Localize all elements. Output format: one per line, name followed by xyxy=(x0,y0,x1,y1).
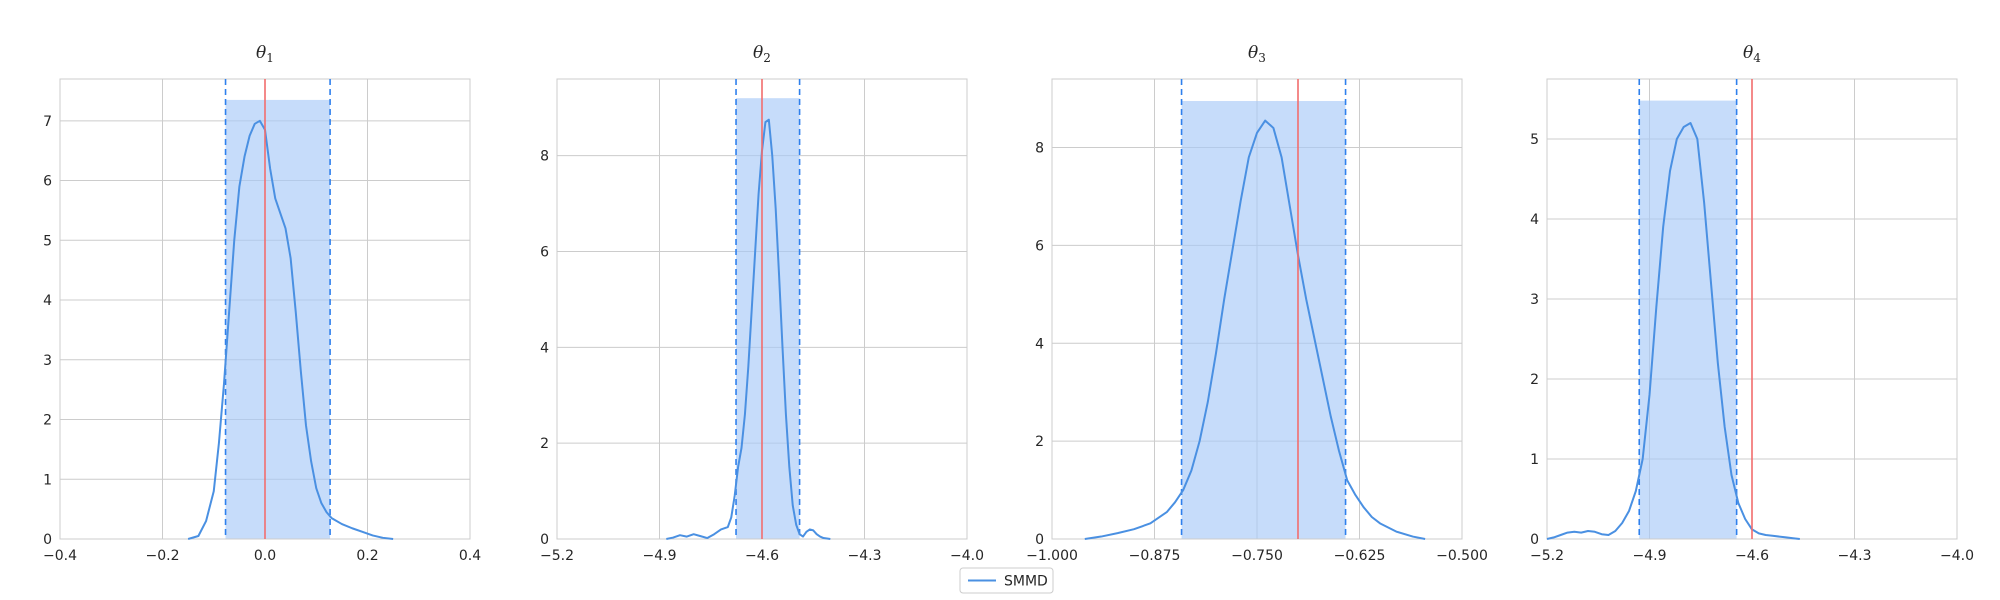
x-tick-label: −4.6 xyxy=(1735,548,1769,564)
panel-title-subscript: 2 xyxy=(763,51,771,65)
y-tick-label: 3 xyxy=(1530,292,1539,308)
panel-title: θ2 xyxy=(753,43,771,65)
y-tick-label: 6 xyxy=(540,245,549,261)
y-tick-label: 4 xyxy=(43,293,52,309)
y-tick-label: 2 xyxy=(43,413,52,429)
panel-title: θ3 xyxy=(1248,43,1266,65)
y-tick-label: 4 xyxy=(1530,212,1539,228)
kde-curve xyxy=(666,118,831,540)
x-tick-label: −4.3 xyxy=(1838,548,1872,564)
x-tick-label: −1.000 xyxy=(1026,548,1078,564)
panel-3: −1.000 −0.875 −0.750 −0.625 −0.500 0 2 4 6 8 θ3 xyxy=(1026,43,1488,564)
x-tick-label: 0.2 xyxy=(356,548,378,564)
panel-title-symbol: θ xyxy=(1743,43,1753,63)
x-tick-label: −4.9 xyxy=(643,548,677,564)
legend: SMMD xyxy=(959,567,1054,594)
x-tick-label: −5.2 xyxy=(540,548,574,564)
kde-curve xyxy=(1084,119,1426,540)
legend-frame xyxy=(959,567,1054,594)
y-tick-label: 4 xyxy=(540,340,549,356)
y-tick-label: 7 xyxy=(43,114,52,130)
y-tick-label: 2 xyxy=(1530,372,1539,388)
interval-band xyxy=(1181,101,1346,540)
x-tick-label: 0.4 xyxy=(459,548,481,564)
y-tick-label: 0 xyxy=(1530,532,1539,548)
x-tick-label: 0.0 xyxy=(254,548,276,564)
x-tick-label: −4.9 xyxy=(1633,548,1667,564)
panel-title-subscript: 4 xyxy=(1753,51,1761,65)
y-tick-label: 4 xyxy=(1035,336,1044,352)
panel-title-symbol: θ xyxy=(753,43,763,63)
y-tick-label: 6 xyxy=(43,174,52,190)
y-tick-label: 8 xyxy=(540,149,549,165)
y-tick-label: 0 xyxy=(43,532,52,548)
y-tick-label: 0 xyxy=(1035,532,1044,548)
x-tick-label: −4.6 xyxy=(745,548,779,564)
interval-band xyxy=(225,99,331,539)
kde-curve xyxy=(187,119,394,540)
panel-title: θ4 xyxy=(1743,43,1761,65)
panel-title-symbol: θ xyxy=(256,43,266,63)
legend-label: SMMD xyxy=(1004,574,1048,590)
x-tick-label: −0.4 xyxy=(43,548,77,564)
x-tick-label: −0.750 xyxy=(1231,548,1283,564)
x-tick-label: −4.3 xyxy=(848,548,882,564)
y-tick-label: 0 xyxy=(540,532,549,548)
y-tick-label: 2 xyxy=(1035,434,1044,450)
x-tick-label: −4.0 xyxy=(1940,548,1974,564)
y-tick-label: 2 xyxy=(540,436,549,452)
kde-curve xyxy=(1546,122,1800,540)
x-tick-label: −0.500 xyxy=(1436,548,1488,564)
x-tick-label: −0.875 xyxy=(1129,548,1181,564)
x-tick-label: −5.2 xyxy=(1530,548,1564,564)
interval-band xyxy=(1639,100,1737,539)
x-tick-label: −0.625 xyxy=(1334,548,1386,564)
x-tick-label: −4.0 xyxy=(950,548,984,564)
y-tick-label: 5 xyxy=(43,233,52,249)
panel-title-subscript: 3 xyxy=(1258,51,1266,65)
y-tick-label: 5 xyxy=(1530,132,1539,148)
y-tick-label: 1 xyxy=(1530,452,1539,468)
panel-title-subscript: 1 xyxy=(266,51,274,65)
y-tick-label: 8 xyxy=(1035,141,1044,157)
panel-title-symbol: θ xyxy=(1248,43,1258,63)
plot-frame xyxy=(1051,78,1463,540)
panel-title: θ1 xyxy=(256,43,274,65)
y-tick-label: 3 xyxy=(43,353,52,369)
x-tick-label: −0.2 xyxy=(146,548,180,564)
y-tick-label: 6 xyxy=(1035,238,1044,254)
y-tick-label: 1 xyxy=(43,472,52,488)
